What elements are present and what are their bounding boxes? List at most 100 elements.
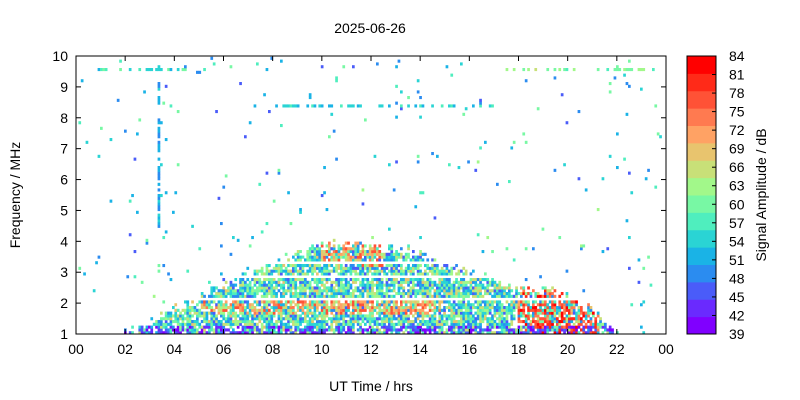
heat-cell bbox=[486, 306, 490, 310]
heat-cell bbox=[306, 286, 310, 290]
heat-cell bbox=[292, 255, 295, 259]
heat-cell bbox=[304, 331, 307, 335]
heat-cell bbox=[558, 300, 562, 304]
heat-cell bbox=[332, 252, 336, 256]
heat-cell bbox=[349, 320, 353, 324]
heat-cell bbox=[272, 199, 276, 203]
heat-cell bbox=[407, 292, 410, 296]
heat-cell bbox=[445, 292, 449, 296]
heat-cell bbox=[479, 294, 482, 298]
heat-cell bbox=[277, 311, 281, 315]
heat-cell bbox=[376, 266, 379, 270]
heat-cell bbox=[500, 294, 504, 298]
heat-cell bbox=[524, 331, 528, 335]
heat-cell bbox=[318, 286, 322, 290]
heat-cell bbox=[412, 266, 415, 270]
heat-cell bbox=[476, 308, 480, 312]
heat-cell bbox=[172, 320, 175, 324]
heat-cell bbox=[330, 286, 334, 290]
heat-cell bbox=[532, 300, 535, 304]
heat-cell bbox=[270, 292, 274, 296]
heat-cell bbox=[292, 306, 295, 310]
heat-cell bbox=[623, 157, 626, 161]
heat-cell bbox=[241, 314, 245, 318]
heat-cell bbox=[359, 317, 362, 321]
heat-cell bbox=[409, 300, 413, 304]
heat-cell bbox=[368, 306, 372, 310]
heat-cell bbox=[508, 294, 511, 298]
heat-cell bbox=[337, 303, 341, 307]
heat-cell bbox=[342, 328, 346, 332]
heat-cell bbox=[404, 266, 408, 270]
heat-cell bbox=[409, 269, 413, 273]
heat-cell bbox=[284, 325, 288, 329]
heat-cell bbox=[505, 286, 509, 290]
heat-cell bbox=[282, 325, 286, 329]
heat-cell bbox=[464, 107, 468, 111]
heat-cell bbox=[416, 258, 420, 262]
heat-cell bbox=[438, 322, 442, 326]
heat-cell bbox=[282, 289, 286, 293]
heat-cell bbox=[349, 283, 353, 287]
heat-cell bbox=[272, 300, 276, 304]
heat-cell bbox=[220, 244, 223, 248]
heat-cell bbox=[191, 331, 194, 335]
heat-cell bbox=[169, 278, 173, 282]
heat-cell bbox=[392, 317, 396, 321]
heat-cell bbox=[308, 96, 312, 100]
heat-cell bbox=[457, 292, 461, 296]
heat-cell bbox=[311, 314, 314, 318]
heat-cell bbox=[313, 317, 317, 321]
heat-cell bbox=[301, 300, 305, 304]
heat-cell bbox=[479, 286, 482, 290]
heat-cell bbox=[239, 308, 242, 312]
heat-cell bbox=[486, 322, 490, 326]
heat-cell bbox=[299, 320, 302, 324]
heat-cell bbox=[589, 331, 593, 335]
heat-cell bbox=[524, 303, 528, 307]
heat-cell bbox=[356, 252, 360, 256]
heat-cell bbox=[522, 331, 526, 335]
x-tick-label: 08 bbox=[265, 341, 281, 357]
heat-cell bbox=[342, 322, 346, 326]
heat-cell bbox=[474, 311, 478, 315]
heat-cell bbox=[205, 320, 209, 324]
heat-cell bbox=[193, 331, 197, 335]
heat-cell bbox=[186, 300, 190, 304]
heat-cell bbox=[570, 317, 574, 321]
heat-cell bbox=[553, 303, 557, 307]
heat-cell bbox=[457, 283, 461, 287]
heat-cell bbox=[563, 68, 566, 72]
heat-cell bbox=[356, 314, 360, 318]
heat-cell bbox=[239, 283, 242, 287]
heat-cell bbox=[510, 320, 514, 324]
heat-cell bbox=[258, 303, 262, 307]
heat-cell bbox=[385, 292, 389, 296]
heat-cell bbox=[580, 308, 583, 312]
heat-cell bbox=[563, 308, 566, 312]
heat-cell bbox=[380, 308, 384, 312]
heat-cell bbox=[301, 280, 305, 284]
heat-cell bbox=[532, 317, 535, 321]
heat-cell bbox=[299, 294, 302, 298]
heat-cell bbox=[308, 294, 312, 298]
heat-cell bbox=[246, 292, 250, 296]
heat-cell bbox=[210, 328, 214, 332]
heat-cell bbox=[452, 303, 456, 307]
heat-cell bbox=[356, 104, 360, 108]
heat-cell bbox=[498, 286, 502, 290]
heat-cell bbox=[484, 292, 487, 296]
heat-cell bbox=[265, 272, 269, 276]
heat-cell bbox=[270, 56, 274, 60]
heat-cell bbox=[270, 306, 274, 310]
heat-cell bbox=[565, 328, 569, 332]
heat-cell bbox=[366, 294, 370, 298]
heat-cell bbox=[340, 322, 343, 326]
heat-cell bbox=[361, 328, 365, 332]
heat-cell bbox=[421, 300, 425, 304]
heat-cell bbox=[433, 311, 437, 315]
heat-cell bbox=[546, 322, 550, 326]
heat-cell bbox=[164, 314, 168, 318]
heat-cell bbox=[385, 331, 389, 335]
heat-cell bbox=[481, 250, 485, 254]
